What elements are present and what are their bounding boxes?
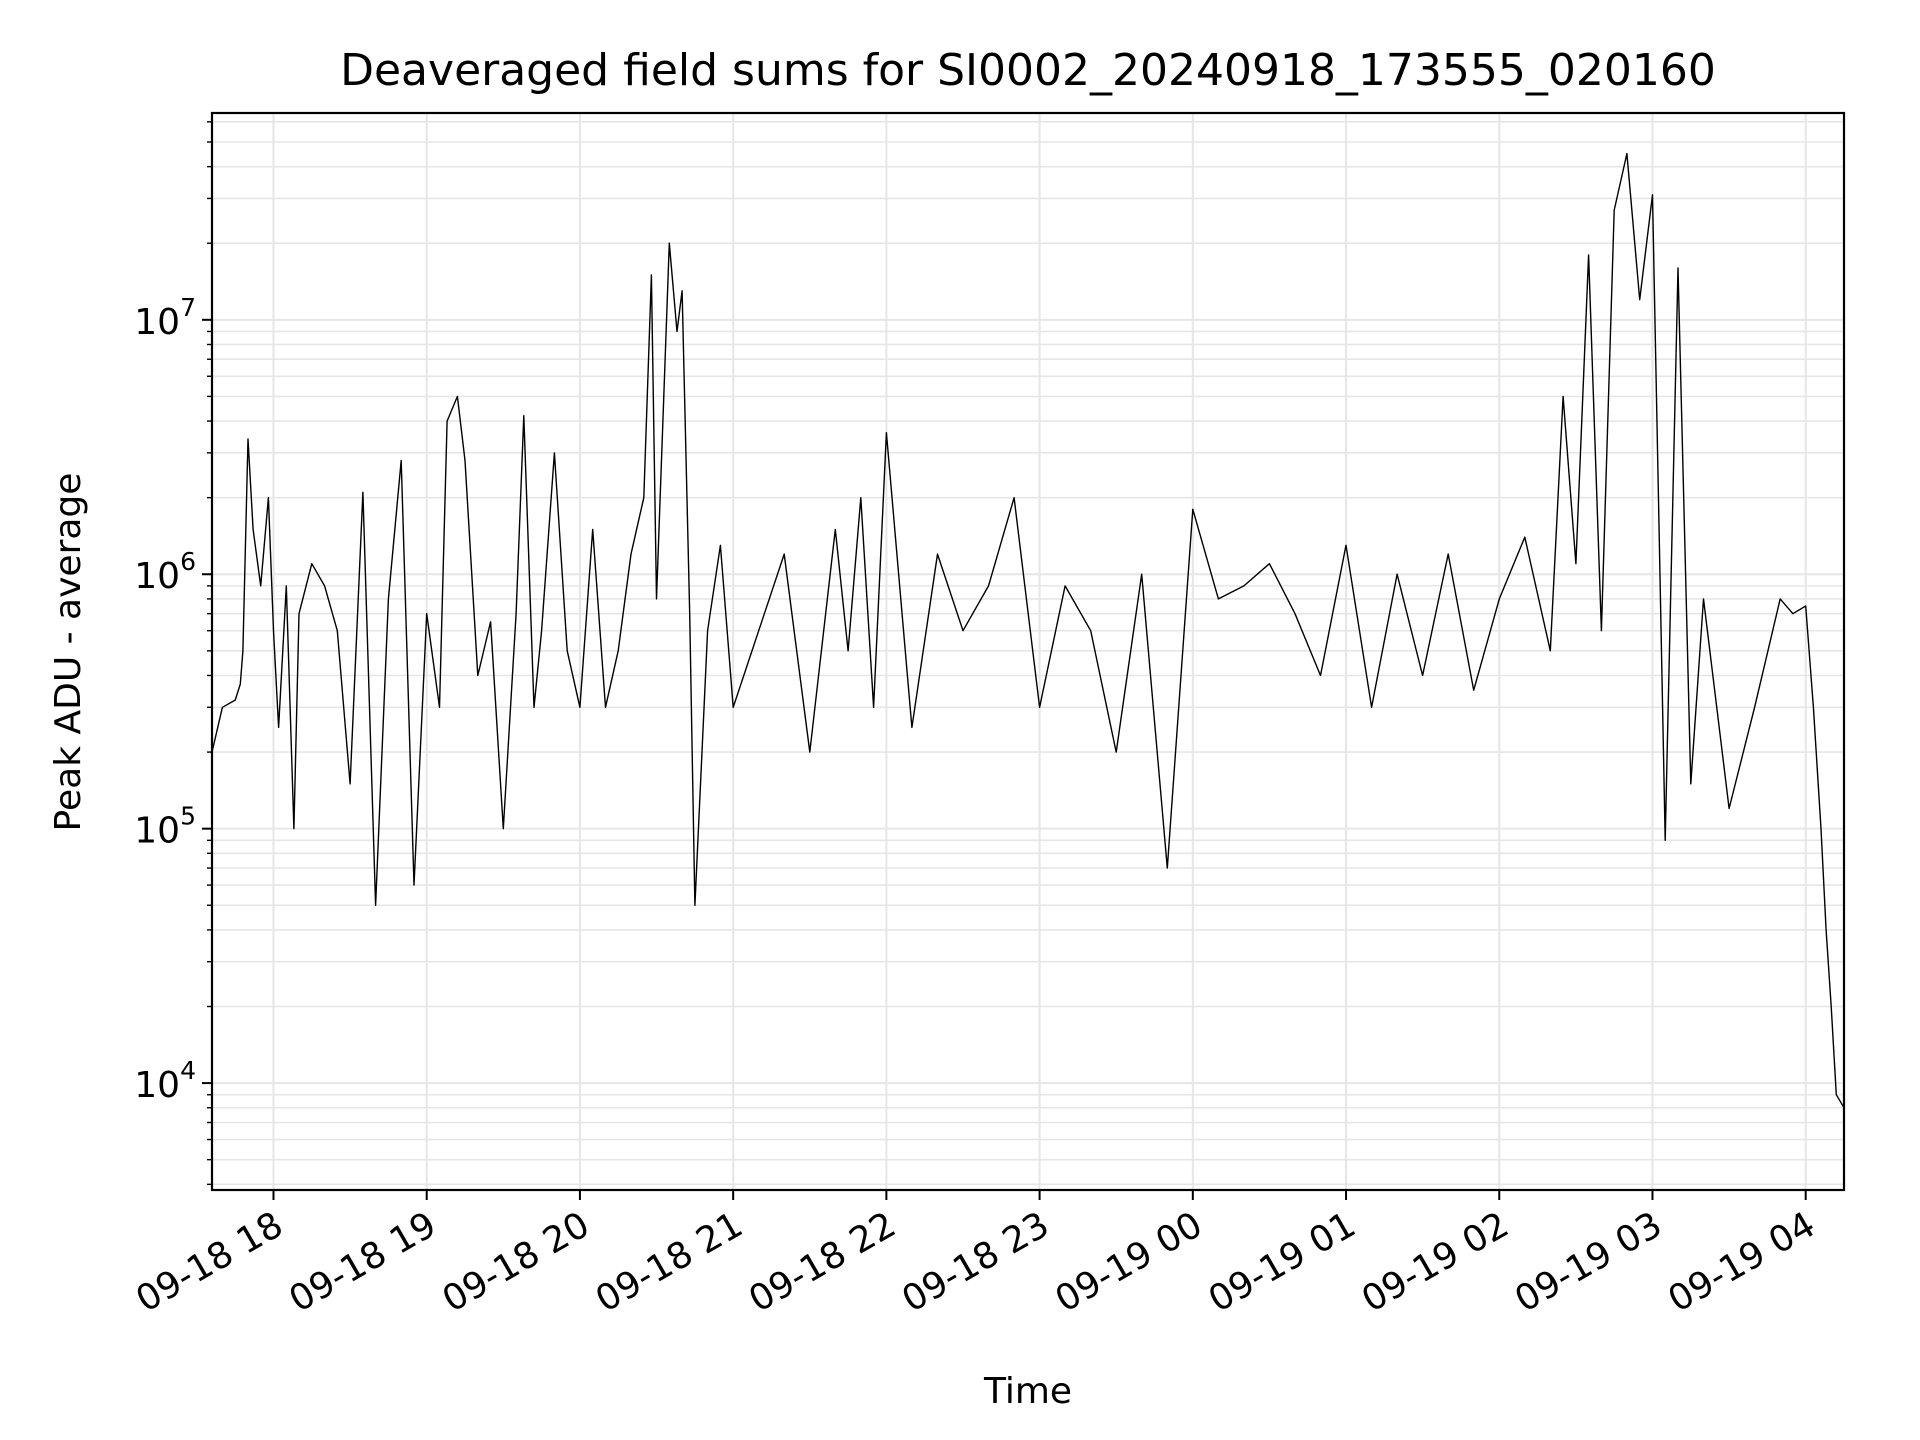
y-tick-label: 105 (134, 802, 196, 852)
series-line (211, 152, 1845, 1109)
y-axis-label: Peak ADU - average (48, 473, 89, 832)
y-tick-label: 106 (134, 547, 196, 597)
chart-title: Deaveraged field sums for SI0002_2024091… (340, 45, 1716, 96)
y-axis: 104 105 106 107 (134, 121, 212, 1186)
x-axis-label: Time (983, 1371, 1072, 1412)
series-layer (211, 152, 1845, 1109)
y-tick-label: 104 (134, 1056, 196, 1106)
y-tick-label: 107 (134, 293, 196, 343)
